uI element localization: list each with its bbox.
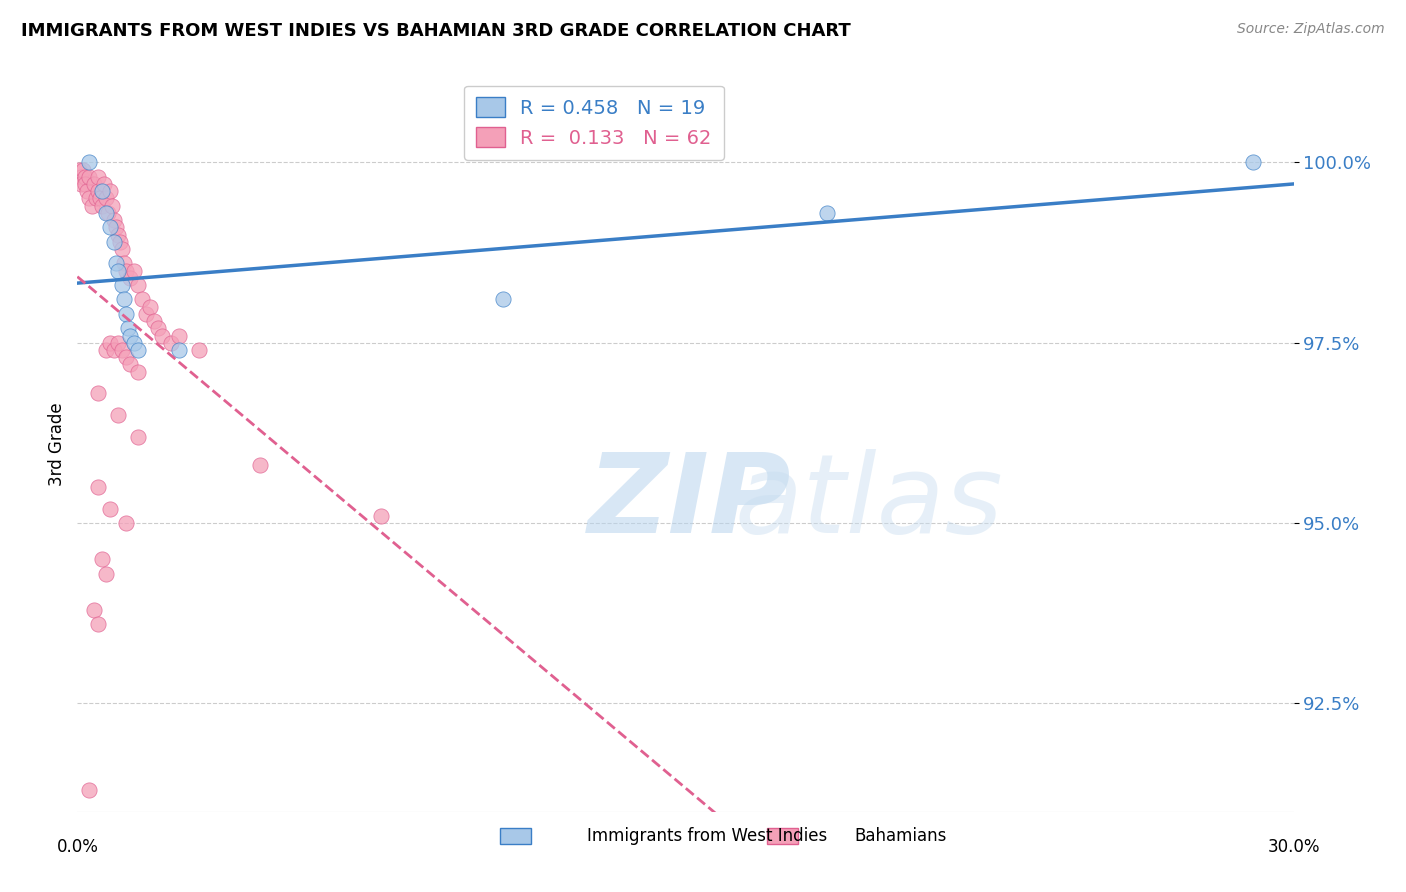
Point [139,300,162,314]
Text: 0.0%: 0.0% [56,838,98,856]
Point [167,343,190,357]
Point [492,293,515,307]
Point [97,206,120,220]
Point [370,508,392,523]
Point [117,321,139,335]
Point [188,343,211,357]
Point [108,235,131,249]
Point [83,177,105,191]
Point [115,307,138,321]
Point [84,191,107,205]
Point [115,516,138,530]
Text: Bahamians: Bahamians [855,827,946,845]
Point [70,169,93,184]
Point [98,184,121,198]
Point [94,343,117,357]
Point [112,293,135,307]
Text: IMMIGRANTS FROM WEST INDIES VS BAHAMIAN 3RD GRADE CORRELATION CHART: IMMIGRANTS FROM WEST INDIES VS BAHAMIAN … [21,22,851,40]
Point [94,206,117,220]
Point [93,177,115,191]
Point [76,184,98,198]
Point [75,169,97,184]
Point [79,155,101,169]
Point [86,480,108,494]
Point [148,321,170,335]
Point [107,335,129,350]
Point [118,270,141,285]
Point [75,177,97,191]
Point [1241,155,1264,169]
Text: ZIP: ZIP [588,450,792,556]
Point [107,263,129,277]
Point [80,199,103,213]
Point [86,184,108,198]
Text: 30.0%: 30.0% [1267,838,1320,856]
Y-axis label: 3rd Grade: 3rd Grade [48,402,66,485]
Point [143,314,166,328]
Point [103,235,125,249]
Point [101,199,124,213]
Point [159,335,181,350]
Point [90,199,112,213]
Point [79,169,101,184]
Point [103,213,125,227]
Point [118,328,141,343]
Point [111,278,134,293]
Point [98,501,121,516]
Point [167,328,190,343]
Point [86,169,108,184]
Point [72,162,94,177]
Point [79,783,101,797]
Point [94,566,117,581]
Point [86,386,108,401]
Point [135,307,157,321]
Point [122,335,145,350]
Point [111,242,134,256]
Point [104,220,127,235]
Point [152,328,174,343]
Point [90,184,112,198]
Point [115,263,138,277]
Point [118,358,141,372]
Point [115,350,138,364]
Point [86,617,108,632]
Point [127,278,149,293]
Point [112,256,135,270]
Text: Immigrants from West Indies: Immigrants from West Indies [588,827,827,845]
Point [67,162,90,177]
Legend: R = 0.458   N = 19, R =  0.133   N = 62: R = 0.458 N = 19, R = 0.133 N = 62 [464,86,724,160]
Point [83,603,105,617]
Point [127,429,149,443]
Point [104,256,127,270]
Point [127,365,149,379]
Point [94,191,117,205]
Point [98,335,121,350]
Point [249,458,271,473]
Point [127,343,149,357]
Point [107,227,129,242]
Point [98,220,121,235]
Point [122,263,145,277]
Point [90,552,112,566]
Point [89,191,111,205]
Point [131,293,153,307]
Point [70,177,93,191]
Text: atlas: atlas [734,450,1002,556]
Text: Source: ZipAtlas.com: Source: ZipAtlas.com [1237,22,1385,37]
Point [79,191,101,205]
Point [107,408,129,422]
Point [103,343,125,357]
Point [111,343,134,357]
Point [815,206,838,220]
